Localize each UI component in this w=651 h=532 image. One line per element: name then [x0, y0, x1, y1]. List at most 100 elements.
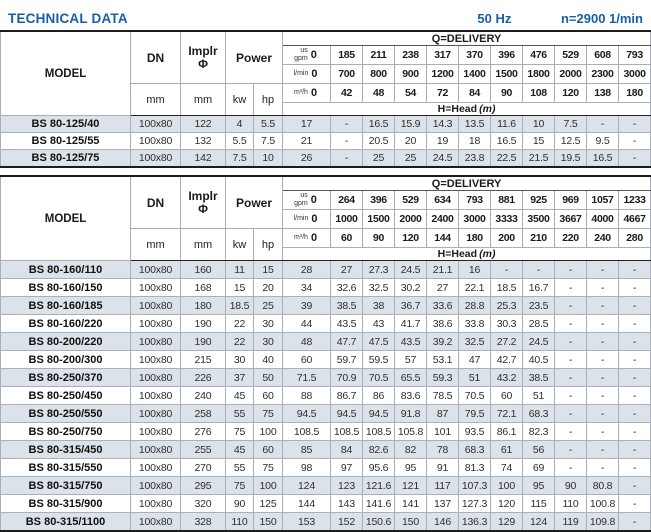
implr-cell: 132 [180, 132, 226, 150]
table-row: BS 80-250/750 100x80 276 75 100 108.5 108.5 108… [0, 422, 651, 441]
head-value-cell: 27 [426, 278, 460, 297]
hp-cell: 40 [252, 350, 284, 369]
q-zero-value: 0 [310, 86, 318, 99]
head-value-cell: - [554, 458, 588, 477]
head-value-cell: - [586, 332, 620, 351]
power-unit-kw: kw [225, 83, 254, 116]
head-value-cell: 105.8 [394, 422, 428, 441]
head-value-cell: 153 [282, 512, 332, 532]
hp-cell: 20 [252, 278, 284, 297]
head-value-cell: 94.5 [282, 404, 332, 423]
table-bs80-125-series: MODEL DN Implr Φ Power Q=DELIVERY us gpm 0 185 21… [0, 30, 651, 168]
model-cell: BS 80-315/450 [0, 440, 131, 459]
kw-cell: 5.5 [225, 132, 254, 150]
dn-unit-mm: mm [130, 228, 181, 261]
head-value-cell: 16.5 [586, 149, 620, 168]
head-value-cell: 43.5 [330, 314, 364, 333]
q-value-header: 60 [330, 228, 364, 248]
head-value-cell: 146 [426, 512, 460, 532]
dn-cell: 100x80 [130, 332, 181, 351]
tables-container: MODEL DN Implr Φ Power Q=DELIVERY us gpm 0 185 21… [0, 30, 651, 532]
model-cell: BS 80-200/220 [0, 332, 131, 351]
head-value-cell: - [522, 260, 556, 279]
model-cell: BS 80-250/750 [0, 422, 131, 441]
head-value-cell: 69 [522, 458, 556, 477]
head-value-cell: 124 [522, 512, 556, 532]
model-cell: BS 80-125/75 [0, 149, 131, 168]
head-value-cell: 28.5 [522, 314, 556, 333]
head-value-cell: - [618, 115, 651, 133]
head-value-cell: 32.5 [362, 278, 396, 297]
dn-cell: 100x80 [130, 149, 181, 168]
head-value-cell: 13.5 [458, 115, 492, 133]
dn-cell: 100x80 [130, 115, 181, 133]
head-value-cell: - [330, 149, 364, 168]
implr-cell: 258 [180, 404, 226, 423]
head-value-cell: 56 [522, 440, 556, 459]
head-value-cell: 19.5 [554, 149, 588, 168]
q-zero-value: 0 [310, 193, 317, 206]
hp-cell: 30 [252, 314, 284, 333]
head-value-cell: - [618, 278, 651, 297]
h-head-unit: (m) [477, 248, 496, 260]
hp-cell: 75 [252, 458, 284, 477]
head-value-cell: 68.3 [522, 404, 556, 423]
head-value-cell: 17 [282, 115, 332, 133]
kw-cell: 7.5 [225, 149, 254, 168]
implr-cell: 276 [180, 422, 226, 441]
q-value-header: 969 [554, 190, 588, 210]
implr-cell: 226 [180, 368, 226, 387]
head-value-cell: 47.7 [330, 332, 364, 351]
head-value-cell: 91 [426, 458, 460, 477]
head-value-cell: 98 [282, 458, 332, 477]
q-value-header: 120 [394, 228, 428, 248]
head-value-cell: - [618, 296, 651, 315]
q-unit-name: us gpm [294, 47, 308, 62]
q-value-header: 793 [618, 45, 651, 65]
head-value-cell: 82.6 [362, 440, 396, 459]
table-row: BS 80-315/1100 100x80 328 110 150 153 152 150.6… [0, 512, 651, 532]
q-unit-label: m³/h 0 [282, 83, 332, 103]
head-value-cell: 15 [522, 132, 556, 150]
table-row: BS 80-315/900 100x80 320 90 125 144 143 141.6 14… [0, 494, 651, 513]
hp-cell: 25 [252, 296, 284, 315]
q-value-header: 90 [362, 228, 396, 248]
head-value-cell: 59.5 [362, 350, 396, 369]
table-row: BS 80-125/40 100x80 122 4 5.5 17-16.5 15.9 14.3… [0, 115, 651, 133]
kw-cell: 11 [225, 260, 254, 279]
head-value-cell: 23.8 [458, 149, 492, 168]
head-value-cell: - [586, 260, 620, 279]
head-value-cell: 100.8 [586, 494, 620, 513]
head-value-cell: - [618, 476, 651, 495]
dn-cell: 100x80 [130, 476, 181, 495]
implr-cell: 190 [180, 332, 226, 351]
head-value-cell: 51 [522, 386, 556, 405]
head-value-cell: 117 [426, 476, 460, 495]
kw-cell: 90 [225, 494, 254, 513]
kw-cell: 110 [225, 512, 254, 532]
head-value-cell: - [618, 458, 651, 477]
head-value-cell: 101 [426, 422, 460, 441]
head-value-cell: 7.5 [554, 115, 588, 133]
head-value-cell: 95.6 [362, 458, 396, 477]
head-value-cell: 129 [490, 512, 524, 532]
table-row: BS 80-200/220 100x80 190 22 30 48 47.7 47.5 43.5… [0, 332, 651, 351]
head-value-cell: 27.2 [490, 332, 524, 351]
head-value-cell: 43.5 [394, 332, 428, 351]
head-value-cell: 43.2 [490, 368, 524, 387]
model-cell: BS 80-160/110 [0, 260, 131, 279]
head-value-cell: 93.5 [458, 422, 492, 441]
table-row: BS 80-125/55 100x80 132 5.5 7.5 21-20.5 20 19 18… [0, 132, 651, 150]
kw-cell: 30 [225, 350, 254, 369]
head-value-cell: 43 [362, 314, 396, 333]
implr-cell: 255 [180, 440, 226, 459]
q-unit-label: us gpm 0 [282, 190, 332, 210]
power-unit-hp: hp [252, 228, 284, 261]
head-value-cell: 143 [330, 494, 364, 513]
dn-cell: 100x80 [130, 512, 181, 532]
head-value-cell: 60 [490, 386, 524, 405]
q-value-header: 3667 [554, 209, 588, 229]
head-value-cell: 38.6 [426, 314, 460, 333]
head-value-cell: 124 [282, 476, 332, 495]
head-value-cell: 79.5 [458, 404, 492, 423]
